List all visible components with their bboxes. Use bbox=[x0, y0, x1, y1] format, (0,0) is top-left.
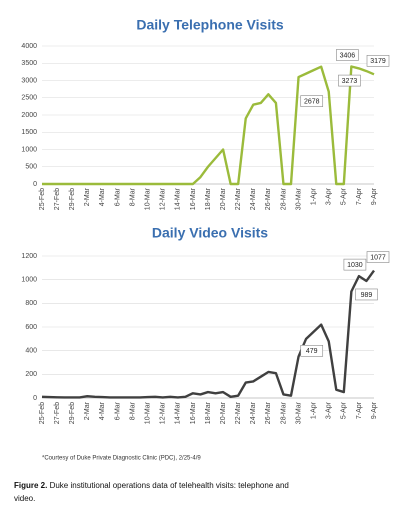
x-tick-label: 7-Apr bbox=[356, 401, 363, 419]
x-tick-label: 29-Feb bbox=[69, 402, 76, 424]
x-tick-label: 5-Apr bbox=[341, 401, 348, 419]
data-label: 3406 bbox=[340, 52, 356, 59]
caption: Figure 2. Duke institutional operations … bbox=[14, 481, 289, 490]
y-tick-label: 2500 bbox=[21, 95, 37, 102]
x-tick-label: 25-Feb bbox=[39, 402, 46, 424]
y-tick-label: 3500 bbox=[21, 60, 37, 67]
caption-label: Figure 2. bbox=[14, 481, 47, 490]
x-tick-label: 9-Apr bbox=[371, 187, 378, 205]
y-tick-label: 0 bbox=[33, 395, 37, 402]
data-label-box bbox=[355, 288, 378, 301]
x-tick-label: 12-Mar bbox=[160, 401, 167, 424]
x-tick-label: 12-Mar bbox=[160, 187, 167, 210]
data-label-box bbox=[336, 49, 359, 61]
x-tick-label: 1-Apr bbox=[310, 187, 317, 205]
x-tick-label: 16-Mar bbox=[190, 401, 197, 424]
y-tick-label: 2000 bbox=[21, 112, 37, 119]
x-tick-label: 22-Mar bbox=[235, 187, 242, 210]
x-tick-label: 7-Apr bbox=[356, 187, 363, 205]
x-tick-label: 14-Mar bbox=[175, 187, 182, 210]
x-tick-label: 16-Mar bbox=[190, 187, 197, 210]
data-label-box bbox=[366, 55, 390, 67]
data-label: 989 bbox=[361, 292, 373, 299]
data-line bbox=[41, 269, 375, 399]
y-tick-label: 200 bbox=[25, 371, 37, 378]
y-tick-label: 800 bbox=[25, 300, 37, 307]
x-tick-label: 24-Mar bbox=[250, 401, 257, 424]
x-tick-label: 8-Mar bbox=[129, 401, 136, 420]
data-label-box bbox=[343, 258, 367, 271]
x-tick-label: 4-Mar bbox=[99, 401, 106, 420]
x-tick-label: 27-Feb bbox=[54, 402, 61, 424]
x-tick-label: 5-Apr bbox=[341, 187, 348, 205]
x-tick-label: 29-Feb bbox=[69, 188, 76, 210]
x-tick-label: 30-Mar bbox=[295, 401, 302, 424]
x-tick-label: 20-Mar bbox=[220, 401, 227, 424]
y-tick-label: 1000 bbox=[21, 277, 37, 284]
x-tick-label: 27-Feb bbox=[54, 188, 61, 210]
x-tick-label: 4-Mar bbox=[99, 187, 106, 206]
y-tick-label: 3000 bbox=[21, 77, 37, 84]
x-tick-label: 14-Mar bbox=[175, 401, 182, 424]
x-tick-label: 20-Mar bbox=[220, 187, 227, 210]
data-label-box bbox=[338, 74, 361, 87]
data-label: 3273 bbox=[342, 78, 358, 85]
x-tick-label: 28-Mar bbox=[280, 401, 287, 424]
y-tick-label: 1200 bbox=[21, 253, 37, 260]
x-tick-label: 6-Mar bbox=[114, 401, 121, 420]
x-tick-label: 1-Apr bbox=[310, 401, 317, 419]
x-tick-label: 8-Mar bbox=[129, 187, 136, 206]
data-label-box bbox=[300, 95, 324, 107]
x-tick-label: 25-Feb bbox=[39, 188, 46, 210]
y-tick-label: 0 bbox=[33, 181, 37, 188]
y-tick-label: 1000 bbox=[21, 146, 37, 153]
data-line bbox=[42, 65, 375, 186]
chart-title: Daily Video Visits bbox=[152, 225, 268, 241]
x-tick-label: 26-Mar bbox=[265, 401, 272, 424]
x-tick-label: 18-Mar bbox=[205, 187, 212, 210]
x-tick-label: 28-Mar bbox=[280, 187, 287, 210]
x-tick-label: 2-Mar bbox=[84, 401, 91, 420]
x-tick-label: 24-Mar bbox=[250, 187, 257, 210]
x-tick-label: 18-Mar bbox=[205, 401, 212, 424]
x-tick-label: 2-Mar bbox=[84, 187, 91, 206]
caption-text-2: video. bbox=[14, 494, 35, 503]
caption-text: Duke institutional operations data of te… bbox=[50, 481, 289, 490]
y-tick-label: 500 bbox=[25, 164, 37, 171]
y-tick-label: 600 bbox=[25, 324, 37, 331]
x-tick-label: 22-Mar bbox=[235, 401, 242, 424]
x-tick-label: 30-Mar bbox=[295, 187, 302, 210]
data-label-box bbox=[300, 345, 324, 357]
x-tick-label: 9-Apr bbox=[371, 401, 378, 419]
y-tick-label: 1500 bbox=[21, 129, 37, 136]
data-label: 1077 bbox=[370, 254, 386, 261]
x-tick-label: 10-Mar bbox=[144, 187, 151, 210]
data-label: 2678 bbox=[304, 98, 320, 105]
y-tick-label: 400 bbox=[25, 348, 37, 355]
x-tick-label: 10-Mar bbox=[144, 401, 151, 424]
data-label: 479 bbox=[306, 348, 318, 355]
x-tick-label: 26-Mar bbox=[265, 187, 272, 210]
x-tick-label: 3-Apr bbox=[326, 401, 333, 419]
y-tick-label: 4000 bbox=[21, 43, 37, 50]
x-tick-label: 3-Apr bbox=[326, 187, 333, 205]
data-label: 1030 bbox=[347, 262, 363, 269]
data-label: 3179 bbox=[370, 58, 386, 65]
data-label-box bbox=[366, 251, 390, 263]
footnote: *Courtesy of Duke Private Diagnostic Cli… bbox=[42, 456, 201, 462]
x-tick-label: 6-Mar bbox=[114, 187, 121, 206]
chart-title: Daily Telephone Visits bbox=[136, 17, 284, 33]
